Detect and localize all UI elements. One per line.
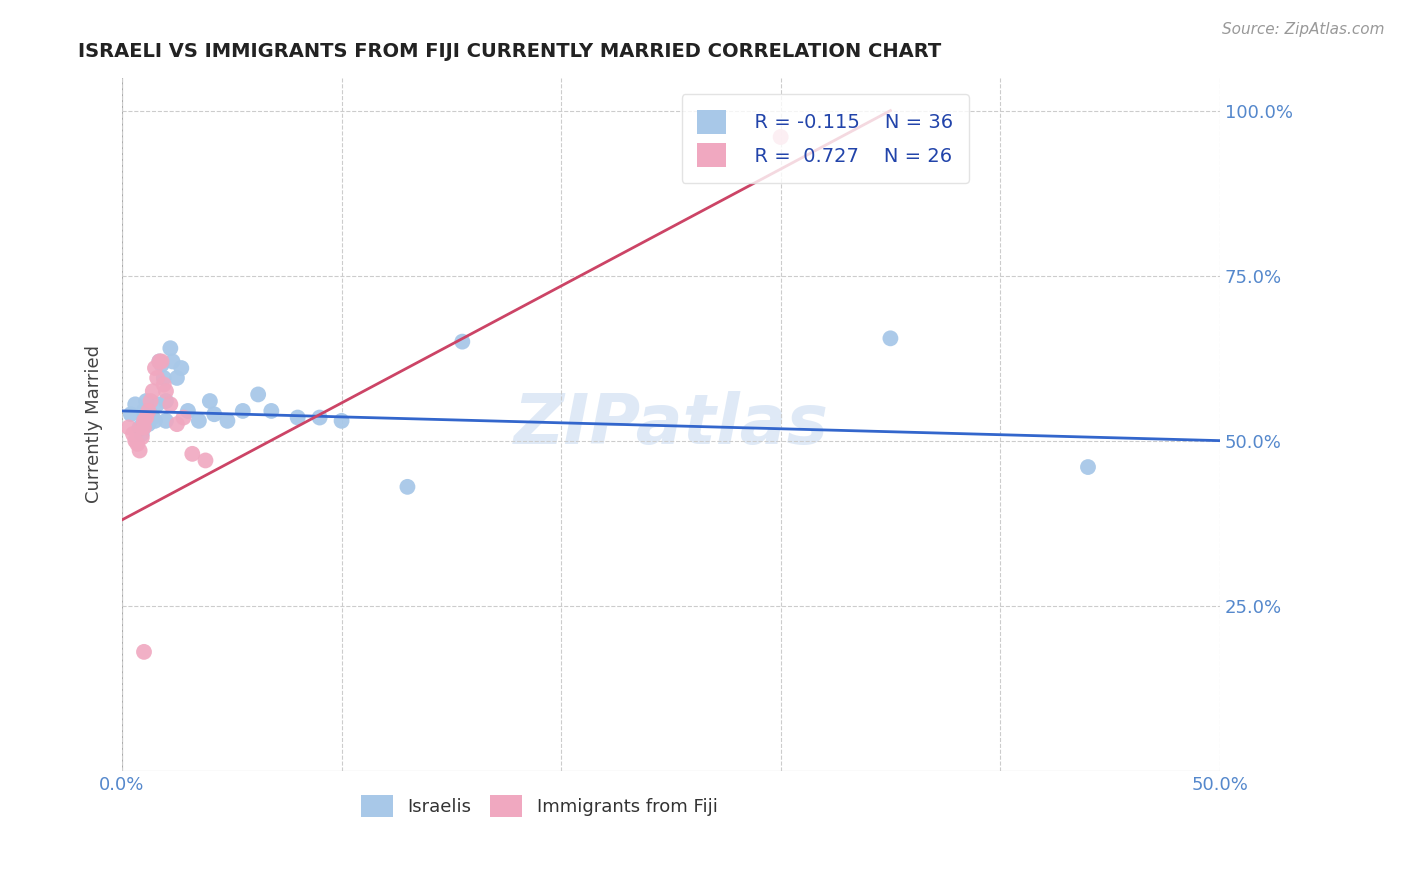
Point — [120, 407, 142, 421]
Point — [124, 434, 146, 448]
Point — [330, 414, 353, 428]
Point — [128, 420, 150, 434]
Point — [148, 354, 170, 368]
Point — [155, 414, 177, 428]
Point — [138, 404, 160, 418]
Point — [194, 453, 217, 467]
Point — [451, 334, 474, 349]
Text: Source: ZipAtlas.com: Source: ZipAtlas.com — [1222, 22, 1385, 37]
Point — [122, 427, 145, 442]
Point — [159, 341, 181, 355]
Point — [177, 404, 200, 418]
Point — [132, 645, 155, 659]
Point — [152, 377, 174, 392]
Point — [166, 417, 188, 431]
Point — [155, 384, 177, 398]
Point — [142, 384, 165, 398]
Y-axis label: Currently Married: Currently Married — [86, 345, 103, 503]
Legend: Israelis, Immigrants from Fiji: Israelis, Immigrants from Fiji — [353, 788, 725, 824]
Text: ISRAELI VS IMMIGRANTS FROM FIJI CURRENTLY MARRIED CORRELATION CHART: ISRAELI VS IMMIGRANTS FROM FIJI CURRENTL… — [79, 42, 942, 61]
Point — [1077, 460, 1099, 475]
Point — [146, 371, 169, 385]
Point — [128, 443, 150, 458]
Point — [132, 414, 155, 428]
Point — [198, 394, 221, 409]
Point — [132, 420, 155, 434]
Point — [152, 371, 174, 385]
Point — [138, 417, 160, 431]
Point — [170, 361, 193, 376]
Point — [155, 394, 177, 409]
Point — [124, 397, 146, 411]
Point — [173, 410, 195, 425]
Point — [162, 354, 184, 368]
Point — [132, 404, 155, 418]
Point — [117, 420, 139, 434]
Point — [159, 397, 181, 411]
Point — [148, 354, 170, 368]
Point — [150, 354, 173, 368]
Point — [879, 331, 901, 345]
Point — [247, 387, 270, 401]
Point — [143, 361, 166, 376]
Point — [131, 427, 153, 442]
Point — [287, 410, 309, 425]
Point — [127, 437, 149, 451]
Point — [181, 447, 204, 461]
Point — [142, 410, 165, 425]
Point — [217, 414, 239, 428]
Point — [139, 407, 162, 421]
Point — [131, 420, 153, 434]
Point — [135, 394, 157, 409]
Point — [131, 430, 153, 444]
Point — [202, 407, 225, 421]
Point — [396, 480, 419, 494]
Point — [232, 404, 254, 418]
Point — [143, 414, 166, 428]
Point — [769, 130, 792, 145]
Point — [308, 410, 330, 425]
Point — [132, 414, 155, 428]
Point — [150, 358, 173, 372]
Point — [166, 371, 188, 385]
Point — [139, 394, 162, 409]
Point — [135, 410, 157, 425]
Point — [260, 404, 283, 418]
Point — [146, 397, 169, 411]
Point — [187, 414, 209, 428]
Text: ZIPatlas: ZIPatlas — [513, 391, 828, 458]
